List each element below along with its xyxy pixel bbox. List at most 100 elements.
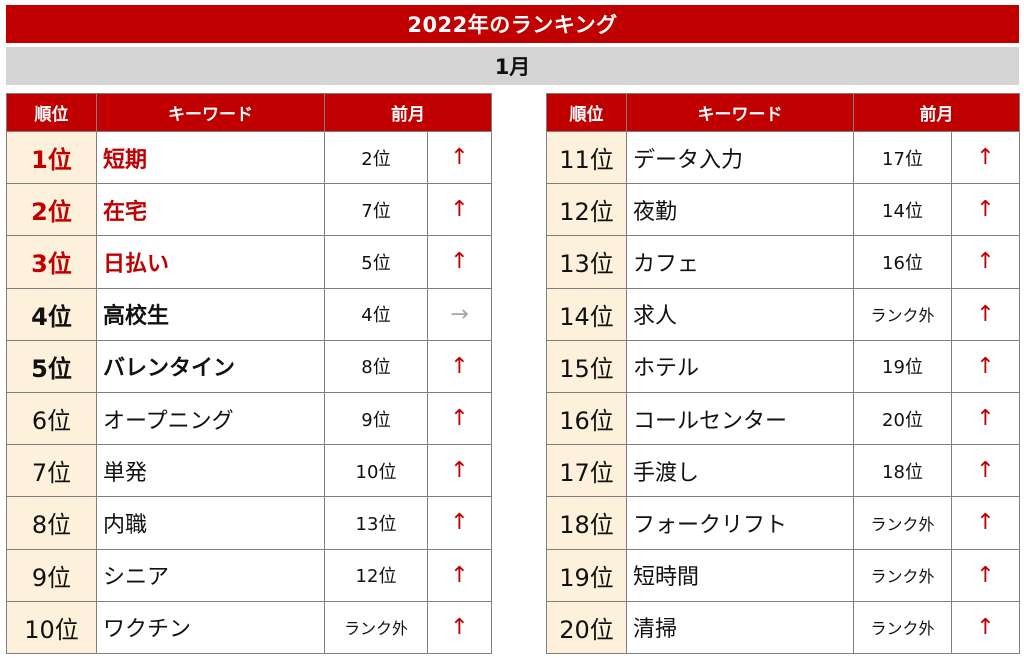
rank-cell: 10位 xyxy=(6,600,97,654)
table-row: 18位 フォークリフト ランク外 ↑ xyxy=(546,496,1020,550)
prev-rank-cell: 4位 xyxy=(324,287,428,341)
keyword-cell: ワクチン xyxy=(96,600,325,654)
arrow-up-icon: ↑ xyxy=(951,287,1020,341)
table-row: 10位 ワクチン ランク外 ↑ xyxy=(6,600,492,654)
arrow-up-icon: ↑ xyxy=(951,183,1020,237)
prev-rank-cell: 8位 xyxy=(324,339,428,393)
keyword-cell: カフェ xyxy=(626,235,854,289)
rank-cell: 5位 xyxy=(6,339,97,393)
table-row: 6位 オープニング 9位 ↑ xyxy=(6,391,492,446)
table-row: 2位 在宅 7位 ↑ xyxy=(6,183,492,237)
keyword-cell: 在宅 xyxy=(96,183,325,237)
keyword-cell: データ入力 xyxy=(626,130,854,185)
arrow-up-icon: ↑ xyxy=(951,130,1020,185)
keyword-cell: 夜勤 xyxy=(626,183,854,237)
keyword-cell: 手渡し xyxy=(626,444,854,498)
arrow-up-icon: ↑ xyxy=(951,600,1020,654)
table-row: 5位 バレンタイン 8位 ↑ xyxy=(6,339,492,393)
prev-rank-cell: 19位 xyxy=(853,339,952,393)
keyword-cell: 短時間 xyxy=(626,548,854,602)
prev-rank-cell: ランク外 xyxy=(853,496,952,550)
prev-rank-cell: 14位 xyxy=(853,183,952,237)
keyword-cell: 単発 xyxy=(96,444,325,498)
arrow-up-icon: ↑ xyxy=(427,444,492,498)
keyword-cell: 清掃 xyxy=(626,600,854,654)
prev-rank-cell: 17位 xyxy=(853,130,952,185)
table-header-row: 順位 キーワード 前月 xyxy=(6,93,492,132)
month-label: 1月 xyxy=(6,47,1019,85)
keyword-cell: 求人 xyxy=(626,287,854,341)
prev-rank-cell: ランク外 xyxy=(324,600,428,654)
prev-month-column-header: 前月 xyxy=(853,93,1020,132)
arrow-right-icon: → xyxy=(427,287,492,341)
arrow-up-icon: ↑ xyxy=(427,600,492,654)
table-row: 4位 高校生 4位 → xyxy=(6,287,492,341)
keyword-cell: コールセンター xyxy=(626,391,854,446)
table-row: 12位 夜勤 14位 ↑ xyxy=(546,183,1020,237)
table-row: 16位 コールセンター 20位 ↑ xyxy=(546,391,1020,446)
table-row: 7位 単発 10位 ↑ xyxy=(6,444,492,498)
arrow-up-icon: ↑ xyxy=(951,548,1020,602)
prev-rank-cell: 12位 xyxy=(324,548,428,602)
rank-cell: 19位 xyxy=(546,548,627,602)
rank-cell: 8位 xyxy=(6,496,97,550)
prev-month-column-header: 前月 xyxy=(324,93,492,132)
arrow-up-icon: ↑ xyxy=(427,548,492,602)
rank-cell: 18位 xyxy=(546,496,627,550)
prev-rank-cell: 16位 xyxy=(853,235,952,289)
rank-cell: 4位 xyxy=(6,287,97,341)
table-row: 11位 データ入力 17位 ↑ xyxy=(546,130,1020,185)
ranking-table-left: 順位 キーワード 前月 1位 短期 2位 ↑ 2位 在宅 7位 ↑ 3位 日払い 5位 ↑ 4位 高校生 4… xyxy=(6,93,492,654)
keyword-cell: バレンタイン xyxy=(96,339,325,393)
arrow-up-icon: ↑ xyxy=(427,391,492,446)
prev-rank-cell: ランク外 xyxy=(853,287,952,341)
rank-cell: 16位 xyxy=(546,391,627,446)
prev-rank-cell: 13位 xyxy=(324,496,428,550)
table-row: 13位 カフェ 16位 ↑ xyxy=(546,235,1020,289)
rank-cell: 9位 xyxy=(6,548,97,602)
table-row: 9位 シニア 12位 ↑ xyxy=(6,548,492,602)
rank-cell: 1位 xyxy=(6,130,97,185)
rank-cell: 17位 xyxy=(546,444,627,498)
table-row: 8位 内職 13位 ↑ xyxy=(6,496,492,550)
rank-cell: 11位 xyxy=(546,130,627,185)
prev-rank-cell: 10位 xyxy=(324,444,428,498)
keyword-cell: 高校生 xyxy=(96,287,325,341)
keyword-column-header: キーワード xyxy=(626,93,854,132)
keyword-cell: ホテル xyxy=(626,339,854,393)
rank-cell: 12位 xyxy=(546,183,627,237)
table-row: 17位 手渡し 18位 ↑ xyxy=(546,444,1020,498)
ranking-table-right: 順位 キーワード 前月 11位 データ入力 17位 ↑ 12位 夜勤 14位 ↑ 13位 カフェ 1… xyxy=(546,93,1020,654)
arrow-up-icon: ↑ xyxy=(951,235,1020,289)
table-row: 20位 清掃 ランク外 ↑ xyxy=(546,600,1020,654)
table-row: 1位 短期 2位 ↑ xyxy=(6,130,492,185)
table-row: 14位 求人 ランク外 ↑ xyxy=(546,287,1020,341)
arrow-up-icon: ↑ xyxy=(427,183,492,237)
arrow-up-icon: ↑ xyxy=(951,444,1020,498)
keyword-cell: シニア xyxy=(96,548,325,602)
rank-cell: 3位 xyxy=(6,235,97,289)
prev-rank-cell: 18位 xyxy=(853,444,952,498)
arrow-up-icon: ↑ xyxy=(427,130,492,185)
prev-rank-cell: ランク外 xyxy=(853,600,952,654)
arrow-up-icon: ↑ xyxy=(951,496,1020,550)
prev-rank-cell: 9位 xyxy=(324,391,428,446)
keyword-cell: 日払い xyxy=(96,235,325,289)
rank-cell: 7位 xyxy=(6,444,97,498)
arrow-up-icon: ↑ xyxy=(951,339,1020,393)
prev-rank-cell: 2位 xyxy=(324,130,428,185)
rank-column-header: 順位 xyxy=(6,93,97,132)
arrow-up-icon: ↑ xyxy=(951,391,1020,446)
keyword-cell: 短期 xyxy=(96,130,325,185)
rank-cell: 20位 xyxy=(546,600,627,654)
keyword-column-header: キーワード xyxy=(96,93,325,132)
rank-cell: 2位 xyxy=(6,183,97,237)
table-row: 19位 短時間 ランク外 ↑ xyxy=(546,548,1020,602)
rank-cell: 14位 xyxy=(546,287,627,341)
keyword-cell: 内職 xyxy=(96,496,325,550)
arrow-up-icon: ↑ xyxy=(427,339,492,393)
rank-cell: 6位 xyxy=(6,391,97,446)
table-row: 15位 ホテル 19位 ↑ xyxy=(546,339,1020,393)
keyword-cell: フォークリフト xyxy=(626,496,854,550)
arrow-up-icon: ↑ xyxy=(427,496,492,550)
